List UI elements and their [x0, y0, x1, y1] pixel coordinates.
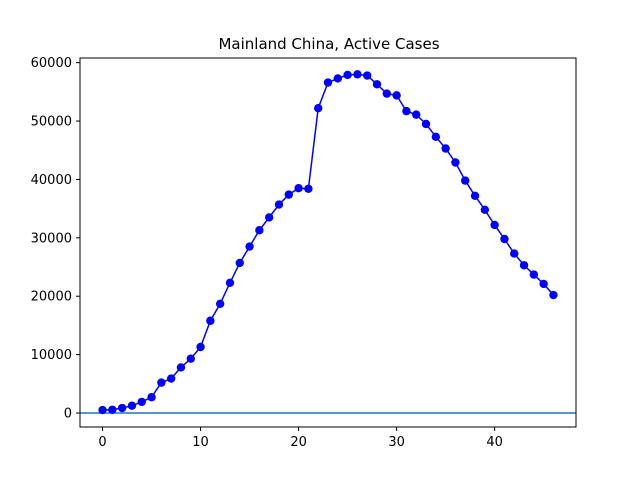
data-point [294, 184, 303, 193]
data-point [500, 234, 509, 244]
data-point [421, 119, 431, 129]
data-point [176, 363, 186, 372]
data-point [255, 226, 264, 235]
data-point [137, 397, 146, 407]
data-point [480, 205, 490, 214]
data-point [363, 71, 372, 80]
data-point [127, 401, 137, 410]
data-point [98, 405, 107, 415]
data-point [108, 405, 117, 414]
data-point [166, 374, 176, 383]
data-point [451, 158, 460, 167]
x-tick-label: 20 [290, 435, 307, 450]
data-point [206, 316, 215, 325]
data-point [529, 270, 539, 279]
y-tick-label: 10000 [31, 348, 72, 363]
y-tick-label: 60000 [31, 56, 72, 71]
data-point [314, 104, 323, 113]
data-point [470, 191, 480, 200]
x-tick-label: 30 [388, 435, 405, 450]
y-tick-label: 50000 [31, 115, 72, 130]
data-point [186, 354, 195, 363]
axes-frame [79, 57, 577, 428]
data-point [215, 299, 225, 309]
data-point [304, 184, 313, 193]
y-tick-label: 0 [64, 406, 72, 421]
x-tick-label: 40 [486, 435, 503, 450]
data-point [461, 176, 470, 185]
plot-area [80, 70, 576, 415]
data-point [382, 89, 392, 98]
axes: 0 10 20 30 40 0 10000 20000 30000 40000 50000 60000 [31, 56, 503, 450]
data-point [343, 70, 352, 80]
series-line [102, 73, 555, 411]
x-tick-label: 0 [98, 435, 106, 450]
data-point [519, 261, 529, 270]
data-point [392, 91, 401, 100]
data-point [235, 258, 244, 268]
y-tick-label: 20000 [31, 290, 72, 305]
data-point [225, 278, 235, 287]
y-tick-label: 40000 [31, 173, 72, 188]
data-point [510, 249, 519, 258]
data-point [264, 213, 274, 222]
data-point [402, 106, 411, 116]
data-point [196, 342, 205, 352]
data-point [147, 393, 156, 402]
data-point [274, 200, 284, 209]
chart-title: Mainland China, Active Cases [218, 35, 439, 53]
data-point [157, 378, 166, 387]
data-point [549, 290, 558, 300]
data-point [490, 220, 499, 230]
data-point [353, 70, 362, 79]
data-point [372, 80, 382, 89]
data-point [333, 74, 342, 83]
data-point [441, 144, 450, 153]
data-point [539, 279, 548, 289]
data-point [284, 190, 293, 199]
data-point [431, 132, 441, 142]
data-point [117, 403, 127, 413]
data-point [412, 110, 421, 119]
x-tick-label: 10 [192, 435, 209, 450]
y-tick-label: 30000 [31, 231, 72, 246]
data-point [245, 242, 254, 251]
data-point [323, 78, 333, 87]
